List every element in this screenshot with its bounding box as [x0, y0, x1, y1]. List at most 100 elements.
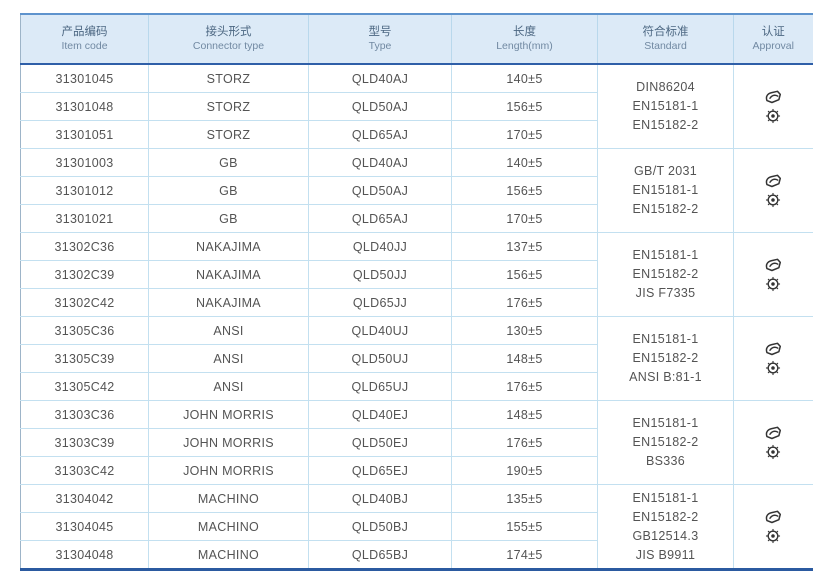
connector-type-cell: JOHN MORRIS: [148, 428, 309, 457]
wheelmark-seal-icon: [764, 444, 782, 460]
header-en-length: Length(mm): [496, 40, 553, 52]
column-header-standard: 符合标准 Standard: [597, 14, 734, 65]
type-cell: QLD40AJ: [308, 63, 452, 93]
header-zh-item-code: 产品编码: [61, 26, 108, 38]
type-cell: QLD50UJ: [308, 344, 452, 373]
table-row: 31302C42 NAKAJIMA QLD65JJ 176±5: [20, 288, 813, 317]
standard-line: EN15182-2: [632, 351, 699, 365]
connector-type-cell: MACHINO: [148, 512, 309, 541]
item-code-cell: 31301051: [20, 120, 149, 149]
spec-table: 产品编码 Item code 接头形式 Connector type 型号 Ty…: [20, 13, 813, 571]
column-header-connector-type: 接头形式 Connector type: [148, 14, 309, 65]
header-zh-type: 型号: [368, 26, 392, 38]
item-code-cell: 31302C36: [20, 232, 149, 261]
length-cell: 176±5: [451, 428, 598, 457]
table-row: 31301048 STORZ QLD50AJ 156±5: [20, 92, 813, 121]
approval-cell: [733, 316, 813, 401]
table-row: 31302C36 NAKAJIMA QLD40JJ 137±5 EN15181-1 EN1…: [20, 232, 813, 317]
header-zh-length: 长度: [513, 26, 536, 38]
header-zh-standard: 符合标准: [642, 26, 689, 38]
header-en-connector-type: Connector type: [192, 40, 265, 52]
connector-type-cell: NAKAJIMA: [148, 232, 309, 261]
connector-type-cell: ANSI: [148, 316, 309, 345]
item-code-cell: 31301012: [20, 176, 149, 205]
length-cell: 190±5: [451, 456, 598, 485]
connector-type-cell: GB: [148, 176, 309, 205]
standards-cell: EN15181-1 EN15182-2 BS336: [597, 400, 734, 485]
table-row: 31305C42 ANSI QLD65UJ 176±5: [20, 372, 813, 401]
approval-logo-icon: [764, 173, 782, 189]
length-cell: 176±5: [451, 288, 598, 317]
item-code-cell: 31304045: [20, 512, 149, 541]
type-cell: QLD40EJ: [308, 400, 452, 429]
connector-type-cell: STORZ: [148, 63, 309, 93]
header-en-item-code: Item code: [61, 40, 108, 52]
connector-type-cell: ANSI: [148, 344, 309, 373]
length-cell: 140±5: [451, 148, 598, 177]
standard-line: BS336: [645, 454, 686, 468]
standards-cell: DIN86204 EN15181-1 EN15182-2: [597, 63, 734, 149]
wheelmark-seal-icon: [764, 528, 782, 544]
length-cell: 176±5: [451, 372, 598, 401]
approval-cell: [733, 232, 813, 317]
table-row: 31304042 MACHINO QLD40BJ 135±5 EN15181-1 EN15…: [20, 484, 813, 570]
item-code-cell: 31305C42: [20, 372, 149, 401]
table-row: 31301003 GB QLD40AJ 140±5 GB/T 2031 EN15181-1…: [20, 148, 813, 233]
length-cell: 135±5: [451, 484, 598, 513]
table-row: 31305C36 ANSI QLD40UJ 130±5 EN15181-1 EN15182…: [20, 316, 813, 401]
header-zh-approval: 认证: [761, 26, 785, 38]
column-header-type: 型号 Type: [308, 14, 452, 65]
type-cell: QLD40BJ: [308, 484, 452, 513]
product-spec-table: 产品编码 Item code 接头形式 Connector type 型号 Ty…: [20, 13, 813, 571]
item-code-cell: 31304042: [20, 484, 149, 513]
type-cell: QLD65UJ: [308, 372, 452, 401]
standard-line: GB/T 2031: [634, 164, 697, 178]
wheelmark-seal-icon: [764, 192, 782, 208]
connector-type-cell: JOHN MORRIS: [148, 400, 309, 429]
approval-logo-icon: [764, 509, 782, 525]
connector-type-cell: NAKAJIMA: [148, 288, 309, 317]
length-cell: 156±5: [451, 176, 598, 205]
type-cell: QLD40AJ: [308, 148, 452, 177]
table-row: 31301021 GB QLD65AJ 170±5: [20, 204, 813, 233]
type-cell: QLD50AJ: [308, 176, 452, 205]
standard-line: ANSI B:81-1: [629, 370, 702, 384]
standard-line: EN15181-1: [632, 248, 699, 262]
standard-line: EN15182-2: [632, 435, 699, 449]
header-zh-connector-type: 接头形式: [205, 26, 252, 38]
item-code-cell: 31303C42: [20, 456, 149, 485]
approval-cell: [733, 400, 813, 485]
item-code-cell: 31302C42: [20, 288, 149, 317]
approval-logo-icon: [764, 425, 782, 441]
item-code-cell: 31301003: [20, 148, 149, 177]
standards-cell: EN15181-1 EN15182-2 GB12514.3 JIS B9911: [597, 484, 734, 570]
column-header-length: 长度 Length(mm): [451, 14, 598, 65]
standard-line: EN15182-2: [632, 509, 699, 524]
column-header-approval: 认证 Approval: [733, 14, 813, 65]
length-cell: 170±5: [451, 120, 598, 149]
approval-logo-icon: [764, 341, 782, 357]
approval-logo-icon: [764, 257, 782, 273]
item-code-cell: 31301021: [20, 204, 149, 233]
table-header: 产品编码 Item code 接头形式 Connector type 型号 Ty…: [20, 14, 813, 65]
length-cell: 130±5: [451, 316, 598, 345]
table-row: 31301012 GB QLD50AJ 156±5: [20, 176, 813, 205]
connector-type-cell: NAKAJIMA: [148, 260, 309, 289]
table-row: 31305C39 ANSI QLD50UJ 148±5: [20, 344, 813, 373]
standard-line: JIS F7335: [635, 286, 696, 300]
item-code-cell: 31302C39: [20, 260, 149, 289]
wheelmark-seal-icon: [764, 360, 782, 376]
item-code-cell: 31303C36: [20, 400, 149, 429]
standards-cell: EN15181-1 EN15182-2 ANSI B:81-1: [597, 316, 734, 401]
table-row: 31301045 STORZ QLD40AJ 140±5 DIN86204 EN15181…: [20, 63, 813, 149]
type-cell: QLD65JJ: [308, 288, 452, 317]
type-cell: QLD40UJ: [308, 316, 452, 345]
approval-cell: [733, 484, 813, 570]
type-cell: QLD50JJ: [308, 260, 452, 289]
table-row: 31301051 STORZ QLD65AJ 170±5: [20, 120, 813, 149]
item-code-cell: 31301048: [20, 92, 149, 121]
type-cell: QLD65EJ: [308, 456, 452, 485]
length-cell: 156±5: [451, 260, 598, 289]
connector-type-cell: MACHINO: [148, 540, 309, 570]
standard-line: DIN86204: [636, 80, 695, 94]
